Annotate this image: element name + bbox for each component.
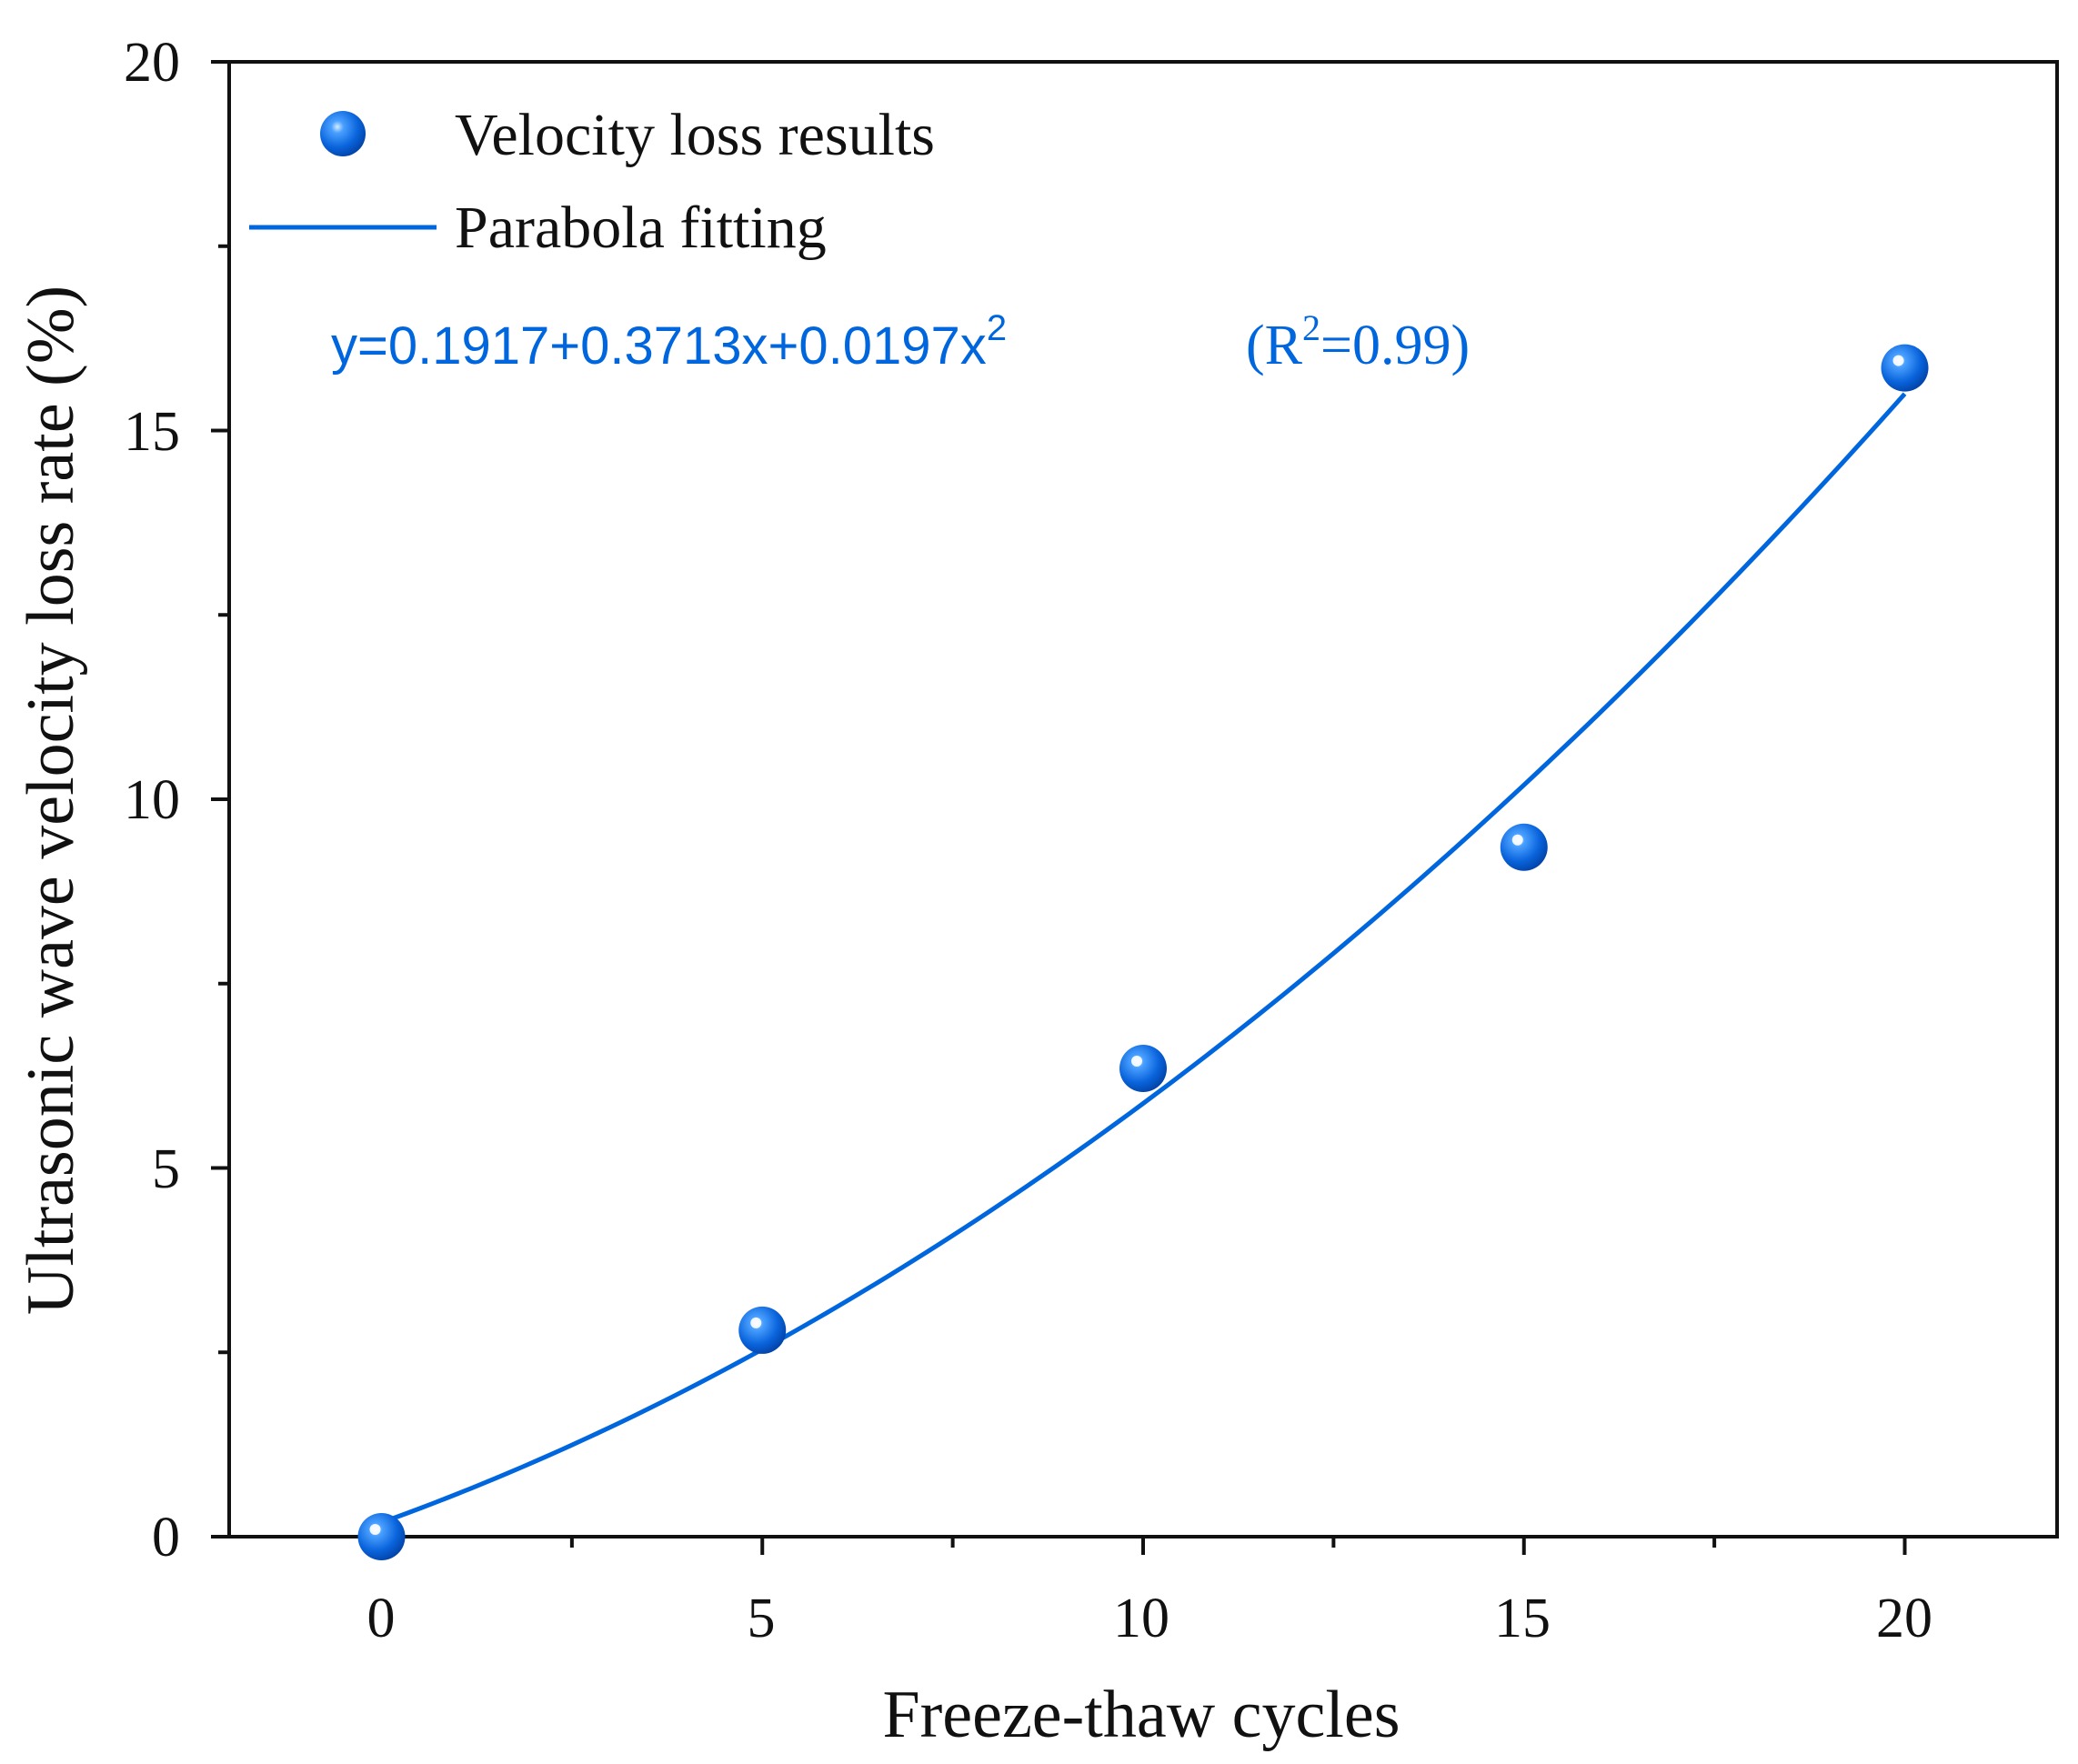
r-squared-prefix: (R [1246,315,1303,376]
legend-marker-points [320,111,366,156]
x-axis-title: Freeze-thaw cycles [882,1678,1400,1752]
data-point [738,1306,787,1354]
x-tick-label: 20 [1876,1588,1932,1649]
y-tick-labels: 0 5 10 15 20 [124,32,180,1569]
y-axis-title: Ultrasonic wave velocity loss rate (%) [14,286,88,1315]
x-tick-label: 10 [1113,1588,1170,1649]
x-tick-label: 0 [367,1588,396,1649]
y-tick-label: 0 [152,1507,180,1569]
parabola-fit-line [380,392,1907,1525]
legend-label-points: Velocity loss results [455,102,935,168]
y-axis-ticks [211,60,229,1538]
data-points [357,344,1929,1560]
x-tick-label: 15 [1494,1588,1551,1649]
data-point [1500,823,1548,871]
x-tick-labels: 0 5 10 15 20 [367,1588,1933,1649]
x-axis-ticks [379,1537,1907,1555]
y-tick-label: 10 [124,769,180,831]
y-tick-label: 15 [124,401,180,463]
legend-label-line: Parabola fitting [455,195,827,261]
data-point [1881,344,1929,392]
fit-equation-exponent: 2 [987,308,1007,348]
data-point [357,1513,406,1560]
y-tick-label: 5 [152,1138,180,1200]
fit-equation-body: y=0.1917+0.3713x+0.0197x [331,316,987,376]
r-squared-value: =0.99) [1320,315,1470,376]
plot-frame [227,60,2059,1538]
y-tick-label: 20 [124,32,180,94]
r-squared: (R2=0.99) [1246,307,1470,376]
x-tick-label: 5 [748,1588,776,1649]
r-squared-exponent: 2 [1302,307,1320,348]
data-point [1119,1045,1167,1093]
legend: Velocity loss results Parabola fitting [249,102,935,261]
fit-equation: y=0.1917+0.3713x+0.0197x2 [331,308,1007,376]
